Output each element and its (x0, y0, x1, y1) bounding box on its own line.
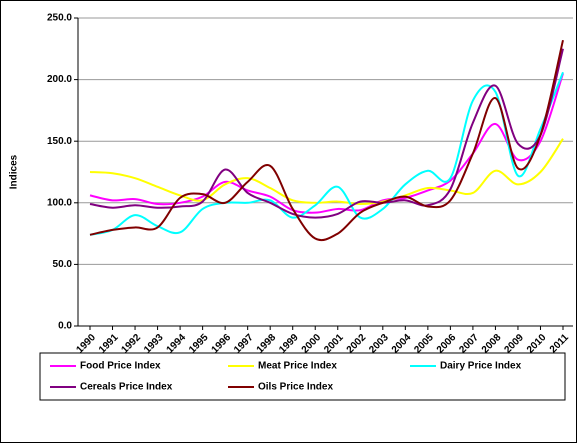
y-tick-label: 150.0 (47, 136, 72, 147)
y-tick-label: 100.0 (47, 197, 72, 208)
series-line (89, 73, 564, 214)
series-line (89, 39, 564, 242)
y-tick-label: 0.0 (58, 321, 72, 332)
legend-label: Dairy Price Index (440, 361, 522, 372)
series-line (89, 138, 564, 206)
legend-label: Food Price Index (80, 361, 161, 372)
legend-box (39, 352, 566, 401)
y-axis-label: Indices (9, 154, 20, 189)
y-tick-label: 200.0 (47, 74, 72, 85)
legend-label: Cereals Price Index (80, 382, 173, 393)
legend-label: Meat Price Index (258, 361, 337, 372)
y-tick-label: 50.0 (53, 259, 73, 270)
legend-label: Oils Price Index (258, 382, 333, 393)
y-tick-label: 250.0 (47, 13, 72, 24)
series-line (89, 48, 564, 219)
